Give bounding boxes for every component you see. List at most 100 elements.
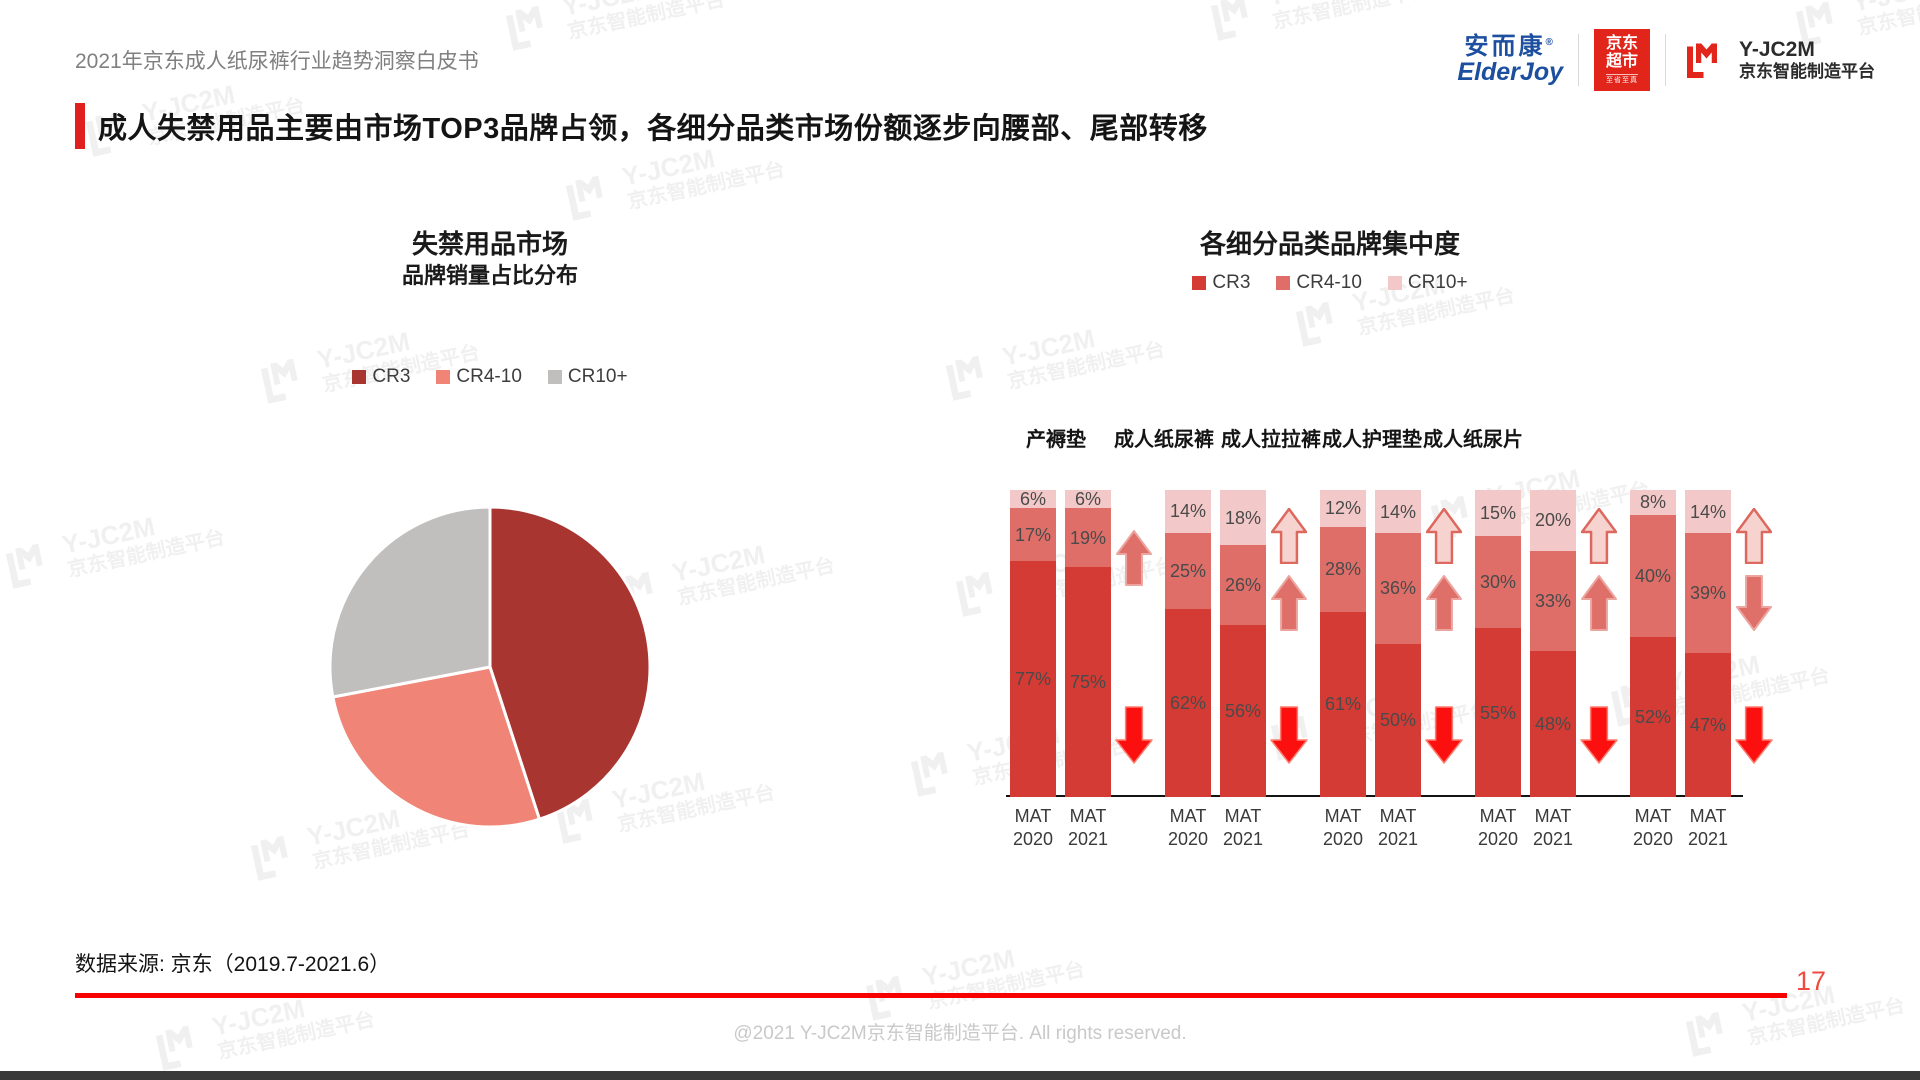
trend-arrow-shape bbox=[1115, 706, 1153, 764]
category-label-成人纸尿裤: 成人纸尿裤 bbox=[1114, 429, 1214, 451]
bar-segment-value: 15% bbox=[1479, 503, 1517, 524]
legend-item-CR10+: CR10+ bbox=[1387, 272, 1468, 294]
legend-label: CR10+ bbox=[1407, 272, 1468, 293]
x-axis-label: MAT 2020 bbox=[1621, 805, 1685, 852]
trend-arrow-shape bbox=[1116, 530, 1152, 586]
pie-slice-CR4-10 bbox=[331, 665, 541, 829]
yjc2m-subtitle: 京东智能制造平台 bbox=[1739, 61, 1875, 81]
stacked-bar-成人护理垫-MAT-2021: 48% 33% 20% bbox=[1530, 490, 1576, 797]
stacked-bar-成人护理垫-MAT-2020: 55% 30% 15% bbox=[1475, 490, 1521, 797]
legend-item-CR10+: CR10+ bbox=[547, 366, 628, 388]
legend-swatch bbox=[352, 370, 367, 384]
bar-segment-CR4-10: 17% bbox=[1010, 508, 1056, 561]
bar-segment-CR4-10: 19% bbox=[1065, 508, 1111, 567]
logo-divider bbox=[1578, 34, 1579, 86]
trend-arrow-up-light bbox=[1426, 508, 1462, 564]
bar-segment-value: 12% bbox=[1324, 498, 1362, 519]
bar-segment-value: 18% bbox=[1224, 507, 1262, 528]
trend-arrow-shape bbox=[1735, 706, 1773, 764]
stacked-bar-产褥垫-MAT-2021: 75% 19% 6% bbox=[1065, 490, 1111, 797]
jd-logo-line1: 京东 bbox=[1605, 34, 1638, 52]
pie-slice-CR3 bbox=[488, 505, 652, 821]
x-axis-label: MAT 2020 bbox=[1156, 805, 1220, 852]
bar-segment-CR10+: 14% bbox=[1375, 490, 1421, 533]
trend-arrow-down-strong bbox=[1115, 706, 1153, 764]
bar-segment-value: 62% bbox=[1169, 692, 1207, 713]
legend-label: CR10+ bbox=[567, 366, 628, 387]
pie-chart-title: 失禁用品市场 bbox=[411, 229, 568, 259]
title-accent-bar bbox=[75, 103, 85, 149]
bar-segment-value: 19% bbox=[1069, 527, 1107, 548]
bar-segment-value: 33% bbox=[1534, 590, 1572, 611]
bar-segment-CR3: 52% bbox=[1630, 637, 1676, 797]
bar-segment-value: 77% bbox=[1014, 668, 1052, 689]
x-axis-label-line: 2020 bbox=[1322, 829, 1364, 850]
x-axis-label: MAT 2020 bbox=[1311, 805, 1375, 852]
pie-chart bbox=[328, 505, 652, 829]
bar-segment-value: 52% bbox=[1634, 707, 1672, 728]
x-axis-label-line: MAT bbox=[1479, 806, 1517, 826]
trend-arrow-shape bbox=[1736, 575, 1772, 631]
legend-label: CR4-10 bbox=[456, 366, 522, 387]
trend-arrow-down-strong bbox=[1580, 706, 1618, 764]
legend-swatch bbox=[1276, 276, 1291, 290]
elderjoy-logo: 安而康® ElderJoy bbox=[1457, 33, 1563, 86]
bar-segment-CR4-10: 39% bbox=[1685, 533, 1731, 653]
bar-segment-CR10+: 6% bbox=[1065, 489, 1111, 510]
bar-segment-value: 28% bbox=[1324, 559, 1362, 580]
trend-arrow-shape bbox=[1271, 508, 1307, 564]
x-axis-label-line: 2021 bbox=[1222, 829, 1264, 850]
bar-segment-CR4-10: 28% bbox=[1320, 526, 1366, 612]
x-axis-label: MAT 2021 bbox=[1056, 805, 1120, 852]
trend-arrow-down-strong bbox=[1425, 706, 1463, 764]
pie-slice-CR10+ bbox=[328, 505, 492, 699]
bar-segment-value: 6% bbox=[1074, 489, 1101, 510]
trend-arrow-down-strong bbox=[1270, 706, 1308, 764]
bar-segment-value: 26% bbox=[1224, 575, 1262, 596]
bar-segment-value: 20% bbox=[1534, 510, 1572, 531]
x-axis-label-line: MAT bbox=[1014, 806, 1052, 826]
elderjoy-cn: 安而康 bbox=[1464, 33, 1546, 61]
registered-mark: ® bbox=[1545, 37, 1556, 49]
bar-segment-value: 61% bbox=[1324, 694, 1362, 715]
bar-segment-value: 40% bbox=[1634, 565, 1672, 586]
x-axis-label-line: MAT bbox=[1379, 806, 1417, 826]
category-label-产褥垫: 产褥垫 bbox=[1026, 429, 1086, 451]
legend-swatch bbox=[1192, 276, 1207, 290]
x-axis-label-line: MAT bbox=[1069, 806, 1107, 826]
x-axis-label-line: 2021 bbox=[1532, 829, 1574, 850]
legend-item-CR4-10: CR4-10 bbox=[1276, 272, 1362, 294]
trend-arrow-up-mid bbox=[1581, 575, 1617, 631]
bar-segment-value: 25% bbox=[1169, 560, 1207, 581]
page-number: 17 bbox=[1796, 966, 1827, 996]
trend-arrow-shape bbox=[1426, 575, 1462, 631]
bar-segment-CR4-10: 36% bbox=[1375, 532, 1421, 644]
x-axis-label: MAT 2021 bbox=[1366, 805, 1430, 852]
category-label-成人纸尿片: 成人纸尿片 bbox=[1423, 429, 1523, 451]
jd-supermarket-logo: 京东 超市 至省至真 bbox=[1594, 29, 1650, 91]
data-source-note: 数据来源: 京东（2019.7-2021.6） bbox=[75, 953, 391, 976]
bar-segment-value: 14% bbox=[1169, 501, 1207, 522]
bar-segment-CR10+: 18% bbox=[1220, 490, 1266, 546]
stacked-bar-成人拉拉裤-MAT-2020: 61% 28% 12% bbox=[1320, 490, 1366, 797]
legend-label: CR4-10 bbox=[1296, 272, 1362, 293]
x-axis-label-line: MAT bbox=[1324, 806, 1362, 826]
trend-arrow-shape bbox=[1270, 706, 1308, 764]
x-axis-label-line: MAT bbox=[1634, 806, 1672, 826]
x-axis-label-line: 2021 bbox=[1067, 829, 1109, 850]
trend-arrow-shape bbox=[1581, 575, 1617, 631]
bar-segment-CR3: 55% bbox=[1475, 628, 1521, 797]
trend-arrow-up-light bbox=[1736, 508, 1772, 564]
bar-segment-CR10+: 15% bbox=[1475, 490, 1521, 537]
trend-arrow-down-strong bbox=[1735, 706, 1773, 764]
bar-segment-value: 6% bbox=[1019, 489, 1046, 510]
stacked-bar-成人纸尿片-MAT-2021: 47% 39% 14% bbox=[1685, 490, 1731, 797]
bar-segment-CR4-10: 33% bbox=[1530, 550, 1576, 652]
bar-segment-value: 8% bbox=[1639, 492, 1666, 513]
bar-segment-CR3: 50% bbox=[1375, 643, 1421, 797]
legend-item-CR3: CR3 bbox=[352, 366, 410, 388]
bar-segment-value: 56% bbox=[1224, 701, 1262, 722]
bar-segment-CR3: 56% bbox=[1220, 625, 1266, 797]
legend-label: CR3 bbox=[372, 366, 411, 387]
bar-segment-CR3: 47% bbox=[1685, 652, 1731, 797]
